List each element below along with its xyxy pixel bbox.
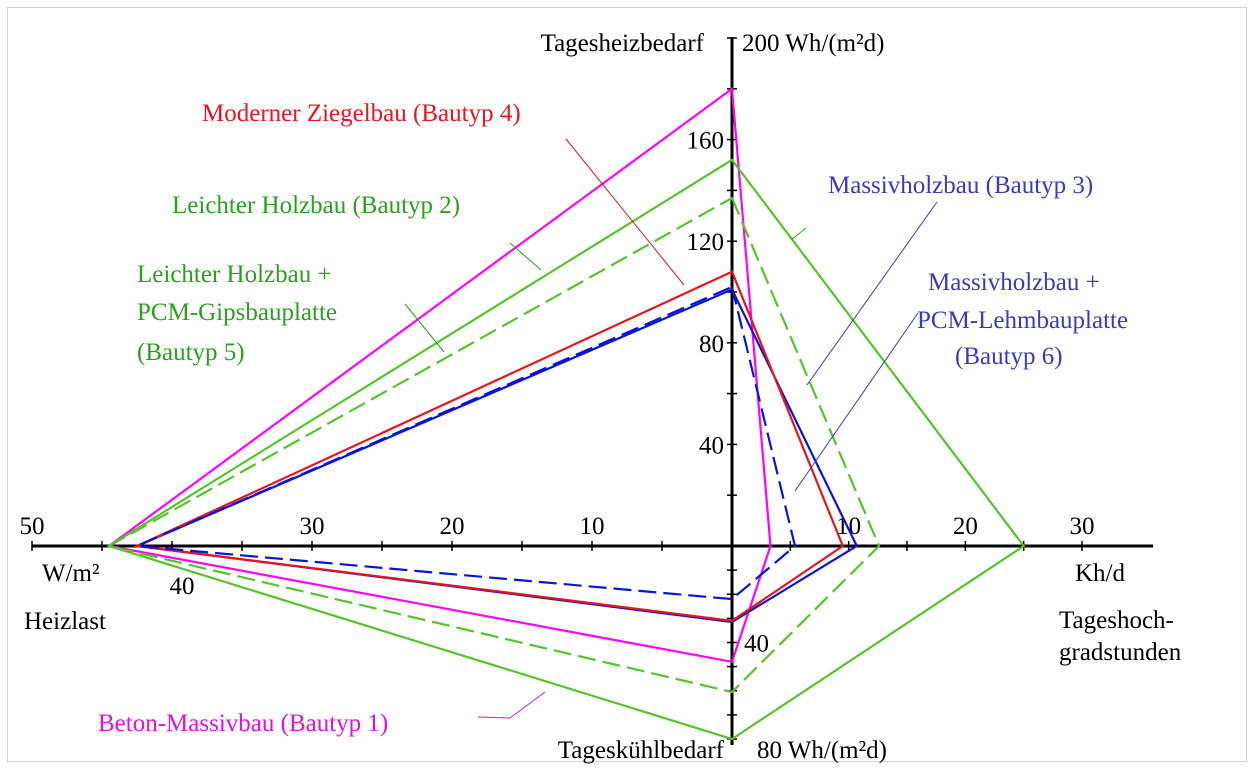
axis-title-right-line2: gradstunden (1059, 639, 1182, 666)
label-bautyp-6-line3: (Bautyp 6) (955, 343, 1063, 370)
axis-unit-bottom: 80 Wh/(m²d) (757, 737, 887, 764)
label-bautyp-3: Massivholzbau (Bautyp 3) (828, 172, 1093, 199)
leader-bautyp-1-b (509, 691, 546, 719)
leader-bautyp-4 (565, 138, 685, 286)
axis-ticks: 40 80 120 160 10 20 30 40 10 20 30 50 40 (20, 37, 1095, 740)
leader-bautyp-2 (509, 242, 542, 271)
label-bautyp-4: Moderner Ziegelbau (Bautyp 4) (202, 100, 521, 127)
series-line-bautyp-2 (106, 158, 1026, 741)
tick-label-left-lower: 40 (170, 573, 195, 600)
axis-unit-top: 200 Wh/(m²d) (742, 30, 884, 57)
label-bautyp-6-line2: PCM-Lehmbauplatte (917, 307, 1128, 334)
label-bautyp-2: Leichter Holzbau (Bautyp 2) (172, 192, 460, 219)
tick-label-top: 120 (687, 229, 725, 256)
label-bautyp-1: Beton-Massivbau (Bautyp 1) (98, 710, 388, 737)
tick-label-left: 30 (300, 513, 325, 540)
label-bautyp-6-line1: Massivholzbau + (928, 269, 1100, 296)
axis-title-bottom: Tageskühlbedarf (558, 737, 725, 764)
leader-bautyp-6 (794, 312, 919, 492)
axis-title-left: Heizlast (24, 608, 106, 635)
tick-label-right: 20 (953, 513, 978, 540)
series-line-bautyp-5 (105, 196, 881, 694)
series-line-bautyp-4 (133, 270, 845, 622)
axis-unit-left: W/m² (42, 560, 99, 587)
leader-bautyp-3 (806, 201, 938, 386)
series-lines (105, 86, 1026, 741)
axis-title-top: Tagesheizbedarf (541, 30, 705, 57)
label-bautyp-5-line1: Leichter Holzbau + (137, 261, 332, 288)
axes (32, 37, 1153, 745)
tick-label-left: 20 (440, 513, 465, 540)
leader-bautyp-2-right (790, 227, 807, 241)
tick-label-right: 30 (1070, 513, 1095, 540)
leader-bautyp-1-a (477, 716, 511, 719)
tick-label-top: 160 (687, 128, 725, 155)
label-leader-lines (404, 138, 938, 719)
axis-title-right-line1: Tageshoch- (1059, 607, 1174, 634)
tick-label-left: 10 (580, 513, 605, 540)
tick-label-top: 40 (699, 432, 724, 459)
tick-label-right: 10 (836, 513, 861, 540)
label-bautyp-5-line3: (Bautyp 5) (137, 339, 245, 366)
chart-frame (7, 7, 1247, 762)
tick-label-top: 80 (699, 331, 724, 358)
label-bautyp-5-line2: PCM-Gipsbauplatte (137, 299, 337, 326)
tick-label-bottom: 40 (744, 631, 769, 658)
series-line-bautyp-6 (136, 285, 797, 601)
axis-unit-right: Kh/d (1075, 560, 1126, 587)
tick-label-left: 50 (20, 513, 45, 540)
leader-bautyp-5 (404, 303, 445, 353)
